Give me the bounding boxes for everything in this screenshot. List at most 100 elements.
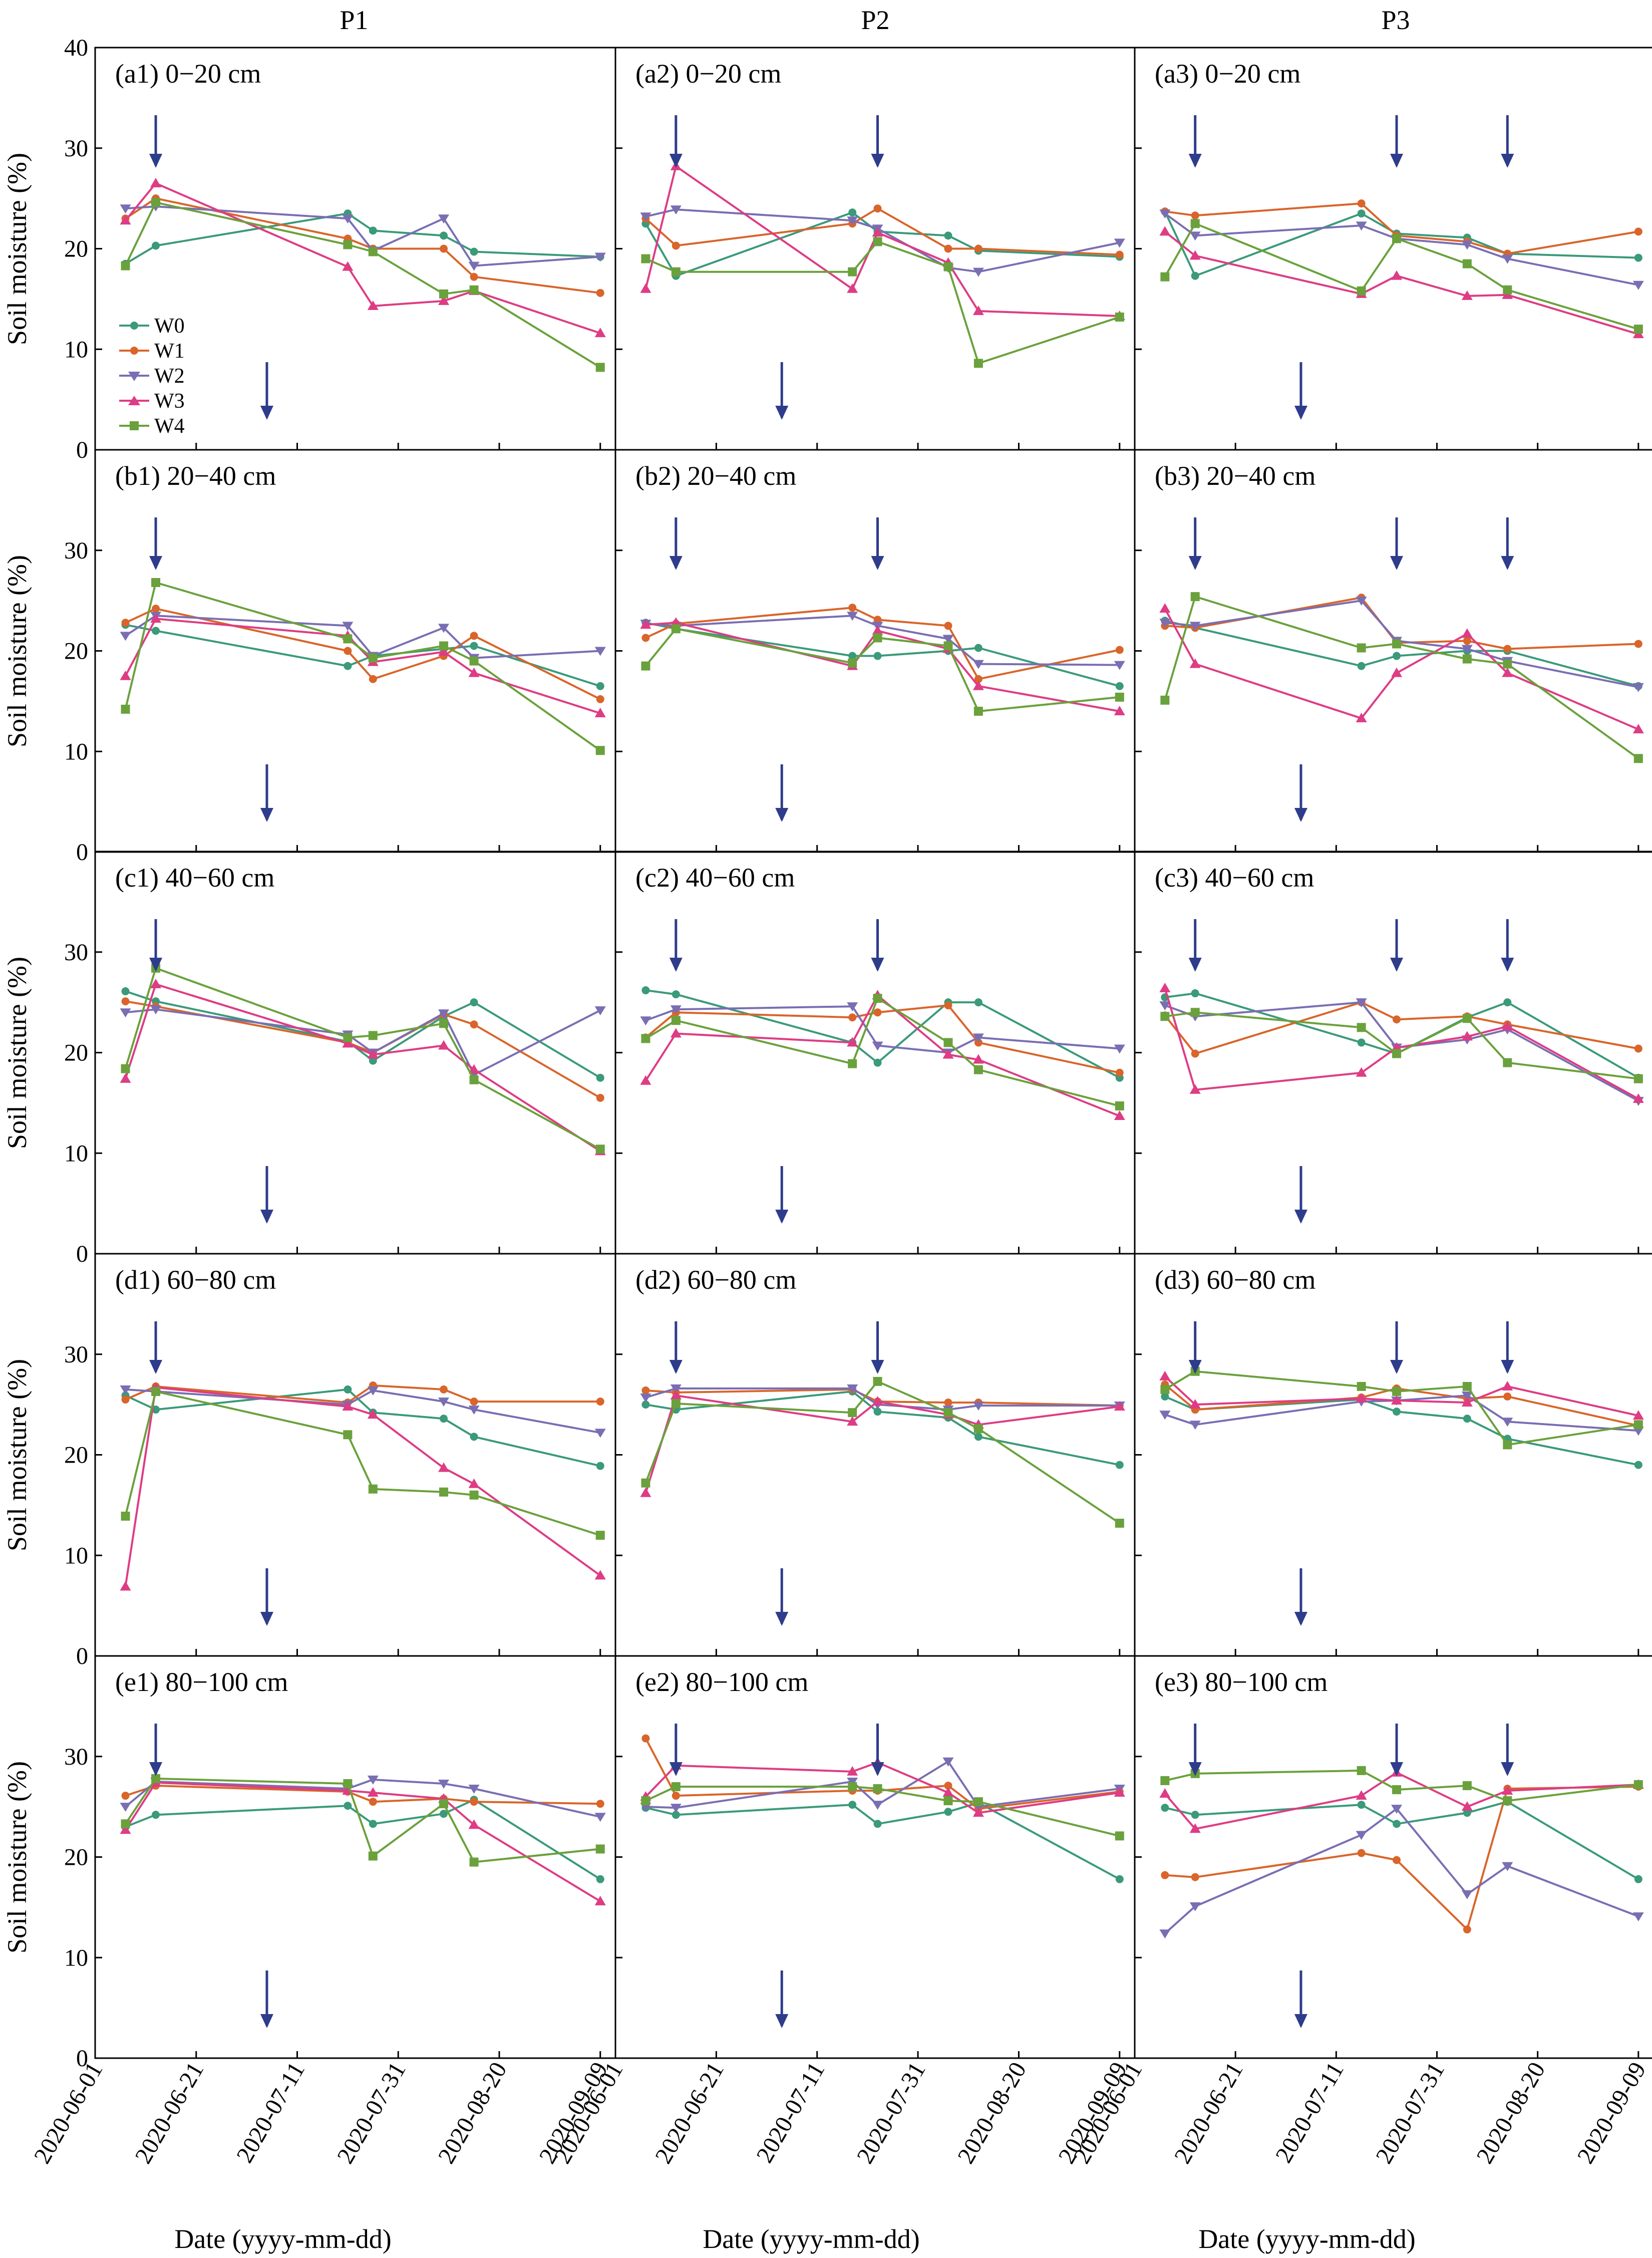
panel-e3-frame — [1134, 1655, 1652, 2059]
panel-c2-point-w3-1 — [670, 1028, 682, 1038]
panel-a3-point-w4-4 — [1462, 259, 1472, 268]
panel-a3-point-w2-2 — [1356, 221, 1367, 231]
panel-e2-series-w0 — [641, 1799, 1124, 1883]
legend-marker-w3 — [128, 396, 140, 405]
date-label-p2-1: 2020-06-21 — [650, 2058, 729, 2168]
panel-c2-arrow-top-1 — [871, 919, 884, 972]
panel-d1-line-w3 — [124, 1386, 601, 1587]
legend-label-w0: W0 — [154, 315, 185, 338]
panel-a3-point-w2-1 — [1189, 231, 1201, 241]
panel-e3-point-w1-0 — [1161, 1871, 1169, 1879]
panel-a3-arrow-bottom-0 — [1294, 362, 1307, 420]
panel-c2-point-w4-0 — [641, 1034, 650, 1043]
panel-e3-series-w2 — [1159, 1805, 1644, 1939]
panel-a1-point-w4-4 — [439, 289, 449, 299]
panel-c1-point-w0-3 — [369, 1056, 377, 1065]
panel-e1-point-w0-1 — [152, 1811, 160, 1819]
panel-c1-point-w4-6 — [595, 1145, 605, 1154]
panel-c2-point-w1-3 — [873, 1008, 882, 1017]
panel-a1-line-w1 — [125, 197, 600, 294]
panel-d3-point-w3-6 — [1632, 1410, 1644, 1420]
panel-e2-point-w4-5 — [973, 1797, 983, 1807]
panel-e3-point-w1-4 — [1463, 1925, 1471, 1934]
legend-item-w1: W1 — [119, 340, 185, 363]
panel-e1-point-w2-3 — [367, 1775, 379, 1785]
panel-a1-point-w3-4 — [438, 295, 450, 305]
panel-e1-series-w0 — [121, 1796, 604, 1883]
panel-e1-ytick-label-30: 30 — [64, 1744, 88, 1770]
panel-b1-ytick-label-30: 30 — [64, 537, 88, 564]
panel-d3-arrow-top-0 — [1188, 1321, 1202, 1374]
panel-a3-frame — [1134, 47, 1652, 451]
panel-d1-ytick-label-10: 10 — [64, 1542, 88, 1569]
panel-b1-point-w4-1 — [151, 578, 161, 587]
panel-c1-point-w4-3 — [368, 1031, 378, 1040]
panel-e2-point-w0-2 — [848, 1801, 857, 1809]
panel-a3-point-w2-6 — [1632, 280, 1644, 290]
panel-a3-line-w1 — [1165, 202, 1639, 255]
x-axis-titles: Date (yyyy-mm-dd) Date (yyyy-mm-dd) Date… — [174, 2224, 1415, 2254]
panel-e1-point-w4-3 — [368, 1851, 378, 1861]
panel-b1-arrow-bottom-0 — [260, 764, 273, 822]
panel-a2-point-w3-2 — [847, 283, 858, 293]
panel-a2-point-w1-1 — [672, 241, 680, 250]
panel-d1-point-w2-0 — [120, 1385, 131, 1395]
panel-e2: (e2) 80−100 cm — [614, 1655, 1136, 2059]
panel-d3-point-w2-5 — [1502, 1418, 1513, 1427]
panel-e3-point-w4-6 — [1633, 1780, 1643, 1789]
panel-c1-point-w3-3 — [367, 1049, 379, 1059]
panel-c2-point-w2-2 — [847, 1002, 858, 1012]
panel-e2-point-w4-2 — [848, 1782, 857, 1791]
panel-b1-point-w1-2 — [344, 647, 352, 655]
panel-b2-point-w4-2 — [848, 658, 857, 668]
panel-b2-point-w4-4 — [943, 641, 953, 651]
panel-d3-point-w3-4 — [1461, 1397, 1473, 1407]
panel-b3-point-w3-2 — [1356, 713, 1367, 723]
panel-d3-point-w3-0 — [1159, 1370, 1171, 1380]
panel-e1-point-w2-6 — [594, 1813, 606, 1822]
panel-b3-series-w3 — [1159, 603, 1644, 734]
y-axis-title-row-d: Soil moisture (%) — [2, 1359, 32, 1551]
panel-d3-point-w4-6 — [1633, 1420, 1643, 1430]
panel-b1-point-w1-1 — [152, 605, 160, 613]
panel-c2-arrow-top-0 — [669, 919, 683, 972]
panel-c1-arrow-bottom-0 — [260, 1166, 273, 1224]
x-axis-title-p3: Date (yyyy-mm-dd) — [1198, 2224, 1415, 2254]
panel-a2-point-w4-2 — [848, 267, 857, 276]
panel-c2-point-w4-5 — [973, 1065, 983, 1074]
panel-a1-point-w2-4 — [438, 214, 450, 224]
panel-e2-point-w2-2 — [847, 1777, 858, 1787]
panel-c1-point-w4-0 — [121, 1064, 130, 1073]
panel-a3-arrow-top-2 — [1501, 115, 1514, 168]
panel-d2-point-w4-4 — [943, 1408, 953, 1418]
panel-e2-point-w4-3 — [873, 1784, 882, 1793]
panel-d1: 0 10 20 30 (d1) 60−80 cm — [64, 1253, 616, 1669]
panel-b1-point-w2-6 — [594, 647, 606, 656]
panel-d3-point-w2-0 — [1159, 1410, 1171, 1420]
panel-c1-point-w4-4 — [439, 1019, 449, 1028]
panel-a1-line-w4 — [124, 201, 601, 369]
y-axis-title-row-a: Soil moisture (%) — [2, 153, 32, 345]
panel-d1-point-w2-5 — [468, 1405, 480, 1415]
panel-b1-point-w0-1 — [152, 627, 160, 635]
panel-c1-line-w0 — [125, 990, 601, 1079]
panel-e1-ytick-label-0: 0 — [76, 2045, 88, 2072]
legend-label-w3: W3 — [154, 390, 185, 413]
panel-d1-point-w4-6 — [595, 1531, 605, 1540]
panel-e3-point-w0-3 — [1393, 1820, 1401, 1828]
date-tick-labels: 2020-06-01 2020-06-21 2020-07-11 2020-07-31… — [29, 2058, 1651, 2168]
panel-c1-point-w3-5 — [468, 1064, 480, 1074]
panel-c3-arrow-top-2 — [1501, 919, 1514, 972]
column-title-p2: P2 — [861, 5, 889, 35]
panel-a3-point-w0-1 — [1191, 271, 1199, 280]
panel-d3-arrow-top-1 — [1390, 1321, 1404, 1374]
panel-e1-ytick-label-10: 10 — [64, 1944, 88, 1971]
panel-e1-point-w2-0 — [120, 1803, 131, 1812]
panel-d1-title: (d1) 60−80 cm — [115, 1265, 276, 1295]
panel-a1-point-w1-6 — [596, 289, 604, 297]
panel-b1-frame — [94, 449, 616, 853]
panel-d2-point-w4-2 — [848, 1408, 857, 1418]
panel-c3-point-w4-3 — [1392, 1049, 1402, 1058]
panel-b1-point-w2-2 — [342, 622, 354, 631]
panel-d3-point-w4-5 — [1503, 1440, 1512, 1450]
